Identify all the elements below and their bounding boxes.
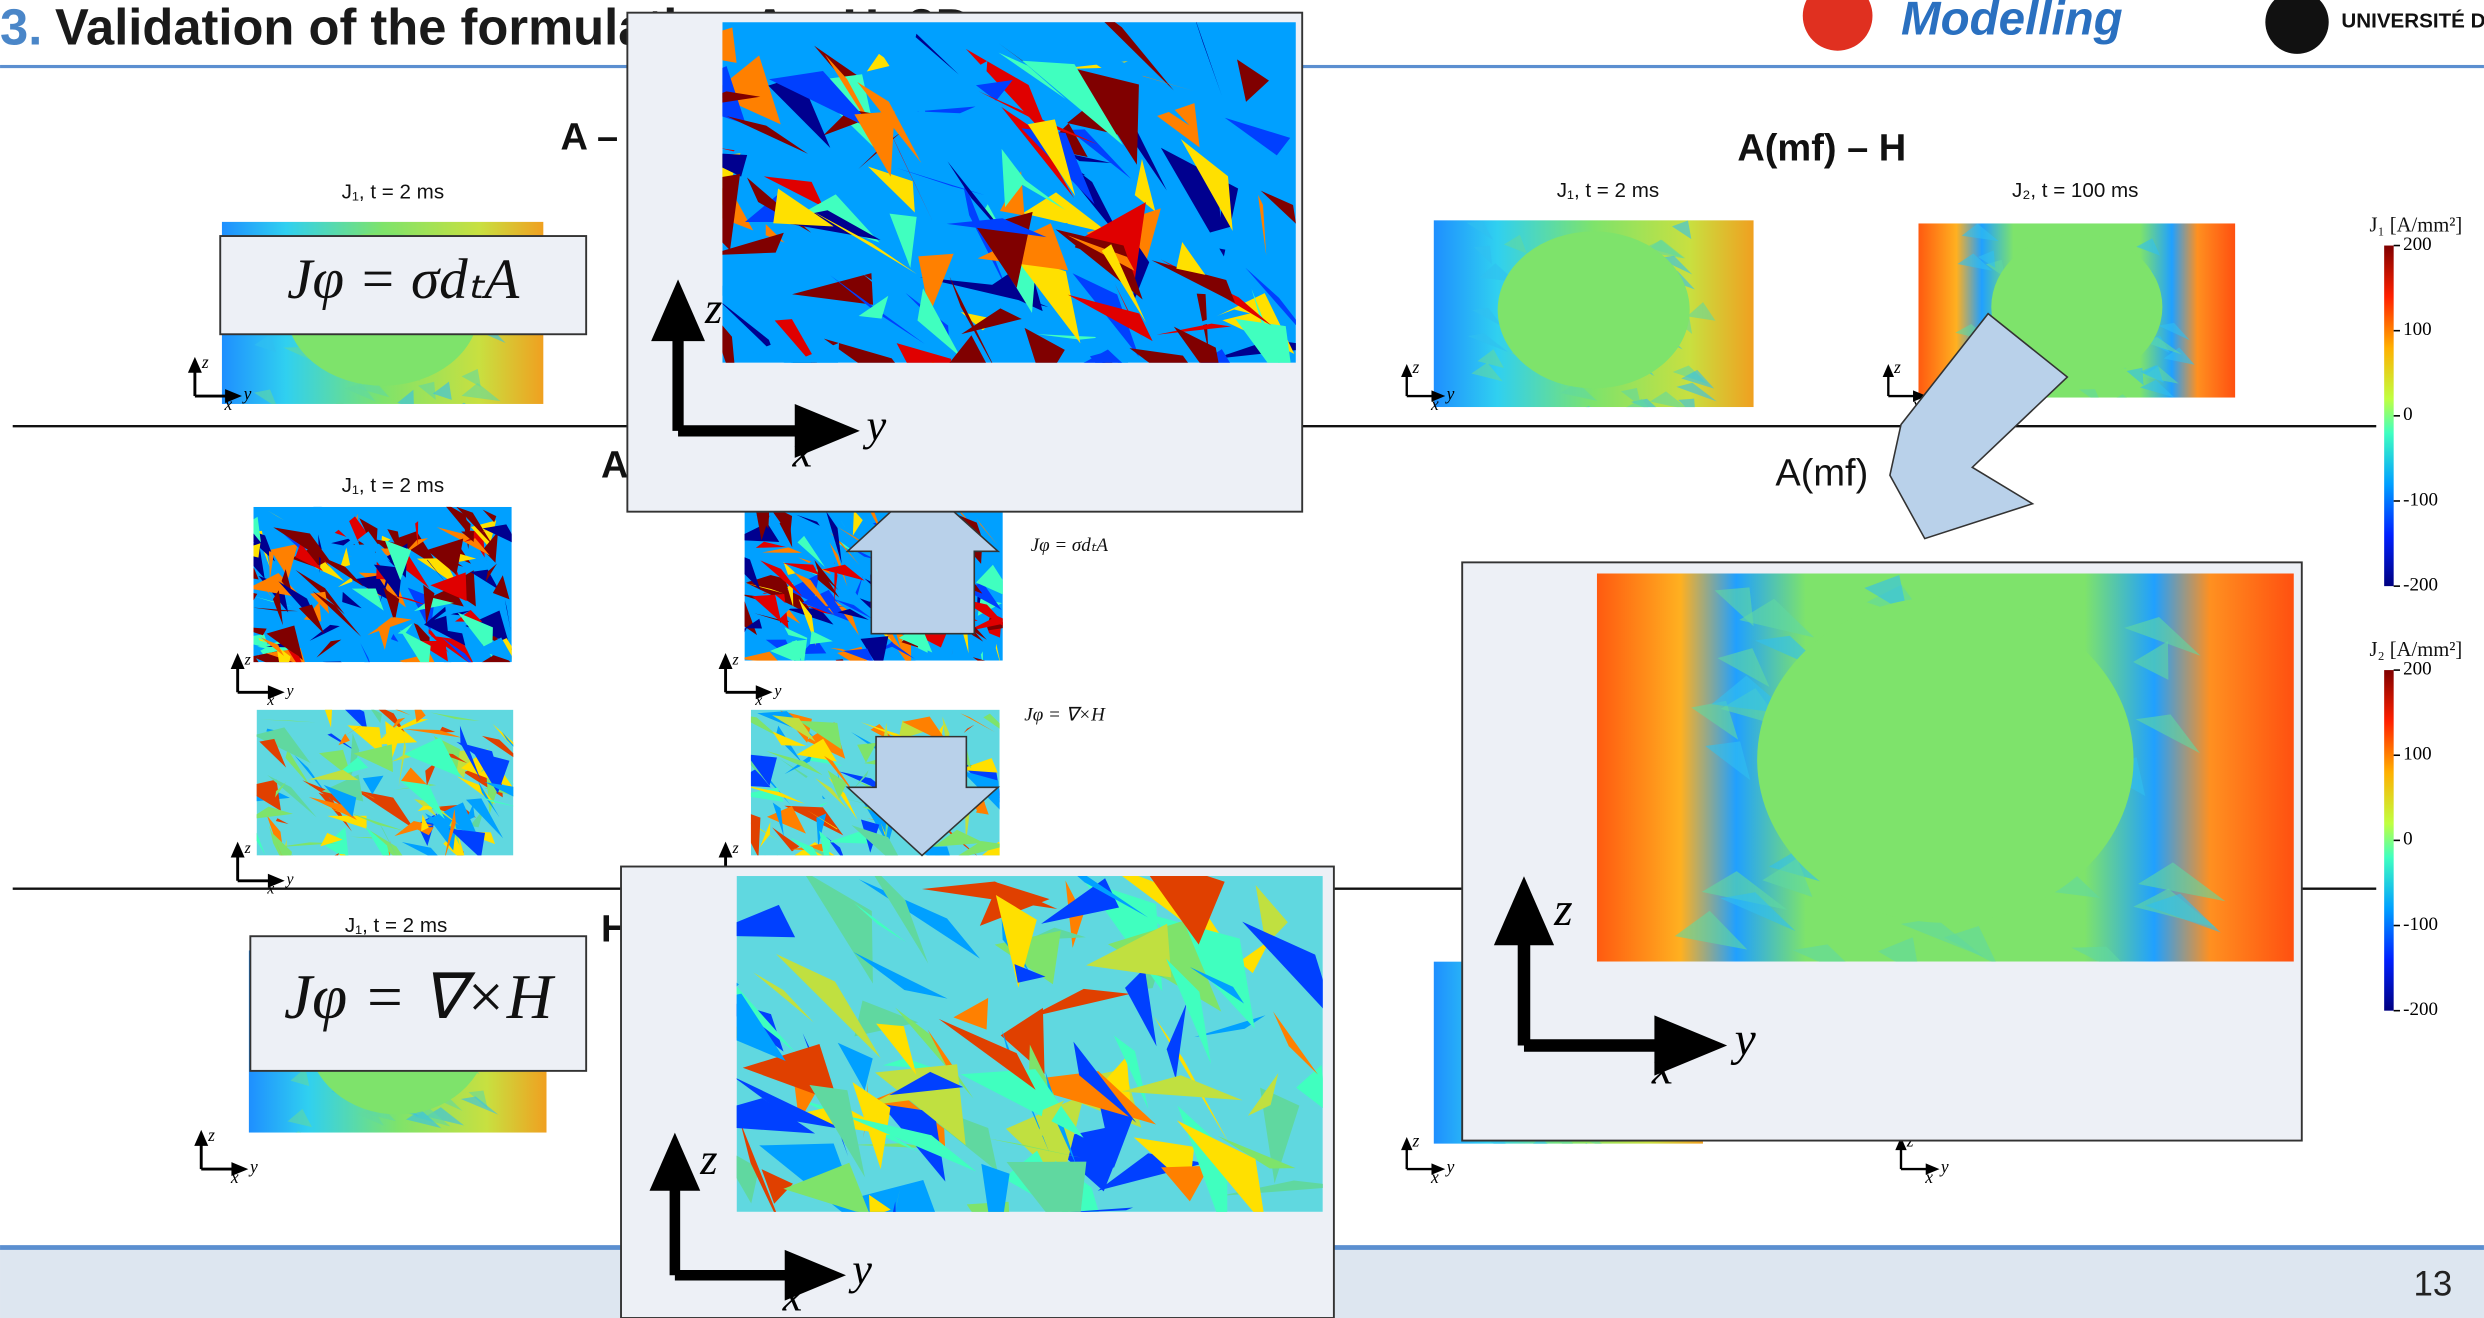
axis-label: z [1411, 357, 1419, 377]
colorbar-tick-label: 100 [2403, 319, 2432, 340]
heatmap-cell [324, 401, 366, 419]
label: J₁, t = 2 ms [342, 474, 444, 497]
axis-label: x [1430, 394, 1439, 414]
heatmap-cell [231, 540, 256, 557]
title-number: 3. [0, 0, 42, 56]
heatmap-cell [339, 854, 363, 885]
heatmap-core [1498, 231, 1690, 388]
axis-label: x [754, 692, 762, 709]
axis-arrow [231, 653, 245, 669]
axis-label: z [704, 283, 722, 333]
page: {"header":{"number":"3.","title":"Valida… [0, 0, 2484, 1318]
axis-arrow [1401, 364, 1412, 377]
slide: 3.Validation of the formulation A – H, 3… [0, 0, 2484, 1318]
axis-label: z [732, 651, 739, 668]
colorbar-tick-label: 100 [2403, 744, 2432, 765]
axis-label: x [792, 426, 813, 476]
axis-arrow [188, 357, 202, 373]
label: A – [560, 116, 618, 158]
heatmap-cell [235, 543, 260, 557]
colorbar [2384, 670, 2394, 1011]
equation: Jφ = σdₜA [287, 248, 520, 311]
heatmap [1434, 220, 1754, 424]
label: A [601, 444, 628, 486]
colorbar-tick-label: -100 [2403, 914, 2438, 935]
axis-label: z [699, 1134, 717, 1184]
axis-label: y [772, 682, 782, 699]
label: J₁, t = 2 ms [1557, 179, 1659, 202]
university-logo [2265, 0, 2328, 54]
page-number: 13 [2414, 1265, 2453, 1304]
label: Jφ = σdₜA [1031, 535, 1109, 556]
heatmap-cell [1573, 1143, 1595, 1161]
label: J₂, t = 100 ms [2012, 179, 2138, 202]
colorbar [2384, 246, 2394, 587]
equation: Jφ = ∇×H [284, 962, 556, 1032]
university-name: UNIVERSITÉ DE LORRAINE [2341, 10, 2484, 33]
axis-label: z [207, 1125, 215, 1145]
label: A(mf) – H [1737, 128, 1906, 170]
colorbar-tick-label: 0 [2403, 829, 2413, 850]
axis-arrow [194, 1130, 208, 1146]
heatmap-cell [284, 1131, 322, 1149]
label: J₁, t = 2 ms [342, 181, 444, 204]
heatmap-cell [739, 855, 766, 866]
axis-label: x [224, 394, 233, 414]
axis-label: y [242, 384, 252, 404]
axis-label: x [266, 880, 274, 897]
axis-label: y [1731, 1014, 1757, 1066]
heatmap-cell [1511, 1144, 1545, 1162]
colorbar-tick-label: 200 [2403, 234, 2432, 255]
heatmap-cell [836, 659, 853, 678]
axis-label: z [1553, 884, 1573, 936]
axis-arrow [719, 842, 733, 858]
heatmap-cell [1678, 399, 1695, 418]
colorbar-tick-label: -200 [2403, 999, 2438, 1020]
heatmap [220, 501, 527, 689]
axis-label: y [863, 400, 887, 450]
axis-arrow [1401, 1137, 1412, 1150]
logo-text: Modelling [1901, 0, 2123, 46]
heatmap [242, 691, 541, 886]
axis-label: y [1445, 1157, 1455, 1177]
axis-label: y [1939, 1157, 1949, 1177]
axis-label: y [1445, 384, 1455, 404]
heatmap-cell [327, 853, 339, 876]
axis-arrow [231, 842, 245, 858]
heatmap [655, 0, 1332, 425]
colorbar-tick-label: -200 [2403, 574, 2438, 595]
axis-label: x [1924, 1167, 1933, 1187]
axis-label: x [1430, 1167, 1439, 1187]
axis-label: y [284, 871, 294, 888]
axis-arrow [1883, 364, 1894, 377]
colorbar-tick-label: -100 [2403, 489, 2438, 510]
label: A(mf) [1775, 452, 1868, 494]
label: Jφ = ∇×H [1024, 704, 1106, 725]
axis-label: x [1651, 1043, 1673, 1095]
axis-label: y [848, 1244, 872, 1294]
heatmap-cell [323, 662, 350, 667]
axis-label: z [201, 352, 209, 372]
axis-arrow [719, 653, 733, 669]
axis-label: y [284, 682, 294, 699]
heatmap-cell [448, 403, 489, 421]
heatmap-core [1757, 597, 2133, 923]
axis-label: x [782, 1271, 803, 1318]
axis-label: z [1893, 357, 1901, 377]
axis-label: y [248, 1157, 258, 1177]
colorbar-tick-label: 0 [2403, 404, 2413, 425]
heatmap-cell [1573, 406, 1591, 425]
axis-label: z [732, 840, 739, 857]
axis-label: x [266, 692, 274, 709]
axis-label: z [1411, 1130, 1419, 1150]
heatmap [1597, 573, 2294, 985]
axis-label: z [244, 651, 251, 668]
colorbar-tick-label: 200 [2403, 658, 2432, 679]
axis-label: z [244, 840, 251, 857]
axis-label: x [230, 1167, 239, 1187]
label: J₁, t = 2 ms [345, 914, 447, 937]
